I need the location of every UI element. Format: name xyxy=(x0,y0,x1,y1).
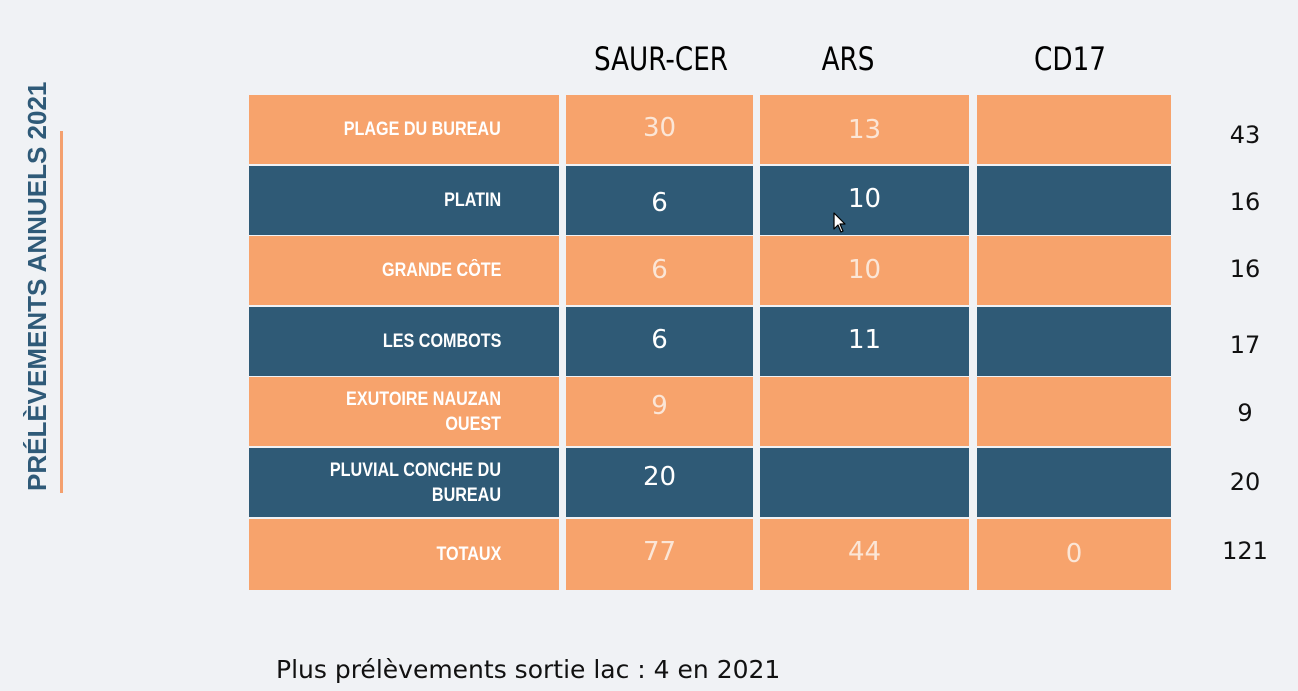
table-row: PLUVIAL CONCHE DU BUREAU 20 xyxy=(249,448,1171,517)
table-row: LES COMBOTS 6 11 xyxy=(249,307,1171,376)
footnote: Plus prélèvements sortie lac : 4 en 2021 xyxy=(276,655,781,684)
row-total: 20 xyxy=(1229,468,1261,496)
cell-cd17 xyxy=(977,448,1171,517)
table-row: PLAGE DU BUREAU 30 13 xyxy=(249,95,1171,164)
table-row: PLATIN 6 10 xyxy=(249,166,1171,235)
side-accent-line xyxy=(60,131,63,493)
cell-saur-cer: 6 xyxy=(566,166,753,235)
row-total: 17 xyxy=(1229,331,1261,359)
cell-ars: 10 xyxy=(760,236,969,305)
cell-saur-cer: 30 xyxy=(566,95,753,164)
row-label: EXUTOIRE NAUZAN OUEST xyxy=(249,377,559,446)
row-total-grand: 121 xyxy=(1222,537,1268,565)
cell-cd17 xyxy=(977,236,1171,305)
row-total: 16 xyxy=(1229,255,1261,283)
cell-ars: 11 xyxy=(760,307,969,376)
row-total: 43 xyxy=(1229,121,1261,149)
cell-saur-cer: 6 xyxy=(566,307,753,376)
column-header-saur-cer: SAUR-CER xyxy=(593,40,729,78)
column-header-cd17: CD17 xyxy=(1034,40,1106,78)
row-total: 9 xyxy=(1237,399,1253,427)
cell-ars xyxy=(760,377,969,446)
cell-ars: 13 xyxy=(760,95,969,164)
row-label: LES COMBOTS xyxy=(249,307,559,376)
row-label: PLATIN xyxy=(249,166,559,235)
cell-cd17: 0 xyxy=(977,519,1171,590)
cell-cd17 xyxy=(977,377,1171,446)
cell-ars: 10 xyxy=(760,166,969,235)
mouse-pointer-icon xyxy=(833,212,846,233)
cell-ars: 44 xyxy=(760,519,969,590)
side-title: PRÉLÈVEMENTS ANNUELS 2021 xyxy=(22,81,52,491)
row-total: 16 xyxy=(1229,188,1261,216)
row-label: TOTAUX xyxy=(249,519,559,590)
cell-cd17 xyxy=(977,166,1171,235)
row-label: GRANDE CÔTE xyxy=(249,236,559,305)
cell-saur-cer: 9 xyxy=(566,377,753,446)
cell-saur-cer: 20 xyxy=(566,448,753,517)
table-row: EXUTOIRE NAUZAN OUEST 9 xyxy=(249,377,1171,446)
cell-saur-cer: 6 xyxy=(566,236,753,305)
table-row: GRANDE CÔTE 6 10 xyxy=(249,236,1171,305)
cell-cd17 xyxy=(977,307,1171,376)
data-table: PLAGE DU BUREAU 30 13 PLATIN 6 10 GRANDE… xyxy=(249,95,1171,590)
cell-ars xyxy=(760,448,969,517)
row-label: PLAGE DU BUREAU xyxy=(249,95,559,164)
cell-cd17 xyxy=(977,95,1171,164)
cell-saur-cer: 77 xyxy=(566,519,753,590)
table-row-totals: TOTAUX 77 44 0 xyxy=(249,519,1171,590)
row-label: PLUVIAL CONCHE DU BUREAU xyxy=(249,448,559,517)
column-header-ars: ARS xyxy=(821,40,875,78)
